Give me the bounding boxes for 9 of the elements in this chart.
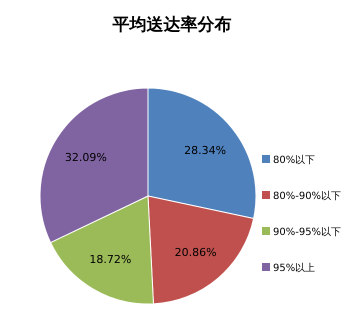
chart-title: 平均送达率分布 [112,15,232,35]
data-label: 18.72% [89,253,132,266]
legend-label: 90%-95%以下 [273,226,342,238]
data-label: 28.34% [184,144,226,157]
legend-label: 80%-90%以下 [273,190,342,202]
legend-label: 80%以下 [273,154,316,166]
data-label: 20.86% [174,246,217,259]
legend-label: 95%以上 [273,262,316,274]
data-label: 32.09% [64,150,107,164]
